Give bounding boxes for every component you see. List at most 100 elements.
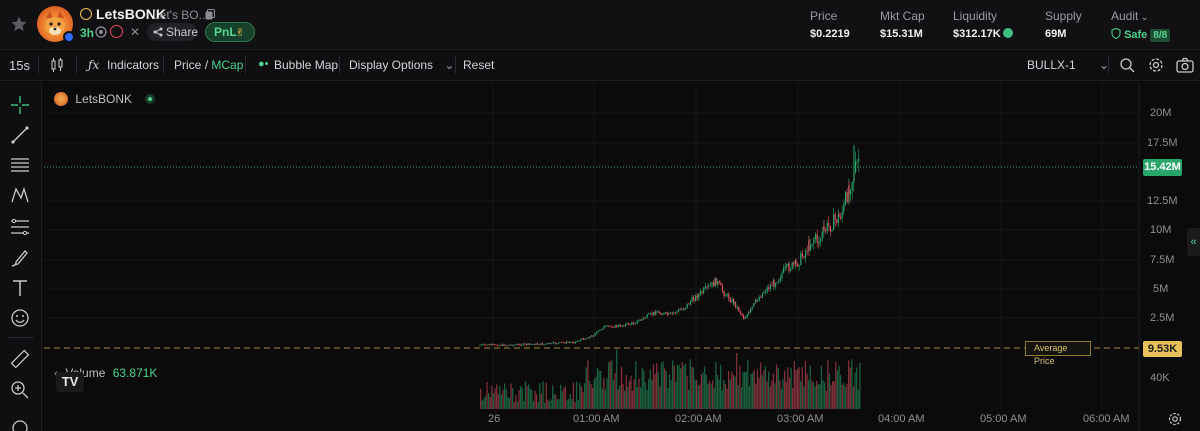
x-social-icon[interactable]: ✕ [130,25,141,39]
candle-body [810,244,812,251]
pattern-icon[interactable] [10,185,30,205]
display-options-button[interactable]: Display Options ⌄ [349,58,454,72]
bubble-map-button[interactable]: Bubble Map [274,58,339,72]
stat-audit[interactable]: Audit ⌄ Safe 8/8 [1111,9,1171,42]
horizontal-lines-icon[interactable] [10,155,30,175]
candle-body [773,280,775,287]
candle-body [858,158,860,161]
stat-liquidity-value: $312.17K [953,28,1001,40]
volume-bar [851,359,853,409]
candle-body [511,344,513,346]
candle-body [739,311,741,314]
candle-body [648,313,650,315]
chart-canvas[interactable] [44,83,1200,431]
collapse-panel-icon[interactable]: « [1187,228,1200,256]
volume-bar [598,370,600,409]
candle-body [703,288,705,289]
axis-settings-icon[interactable] [1168,412,1182,426]
target-icon[interactable] [95,26,107,38]
star-icon[interactable] [10,15,28,33]
trend-line-icon[interactable] [10,125,30,145]
zoom-in-icon[interactable] [10,380,30,400]
candle-body [554,342,556,344]
candle-body [505,345,507,346]
source-select[interactable]: BULLX-1 ⌄ [1027,58,1109,72]
volume-bar [731,371,733,409]
copy-icon[interactable] [205,9,215,20]
candle-body [718,281,720,283]
candle-body [533,344,535,346]
volume-bar [707,383,709,409]
price-mcap-toggle[interactable]: Price / MCap [174,58,243,72]
candle-body [609,326,611,328]
volume-bar [817,384,819,409]
ruler-icon[interactable] [10,349,30,369]
pump-icon[interactable] [110,25,123,38]
volume-bar [744,371,746,409]
volume-bar [800,381,802,409]
candle-body [632,322,634,324]
candle-body [754,299,756,304]
volume-bar [563,387,565,409]
volume-bar [640,387,642,409]
candle-body [579,339,581,341]
volume-bar [635,361,637,409]
camera-icon[interactable] [1176,57,1194,73]
reset-button[interactable]: Reset [463,58,495,72]
candle-body [713,282,715,287]
volume-bar [782,379,784,409]
volume-bar [550,399,552,409]
candle-body [529,343,531,345]
candle-body [567,341,569,343]
source-label: BULLX-1 [1027,58,1076,72]
toolbar-divider [339,56,340,74]
magnet-icon[interactable] [10,418,30,431]
text-icon[interactable] [10,278,30,298]
volume-bar [612,379,615,409]
candle-body [506,345,508,346]
volume-bar [760,362,762,409]
emoji-icon[interactable] [10,308,30,328]
candles-icon[interactable] [49,57,65,73]
volume-bar [593,379,595,409]
search-chart-icon[interactable] [1119,57,1135,73]
price-chart[interactable]: LetsBONK ‹ Volume 63.871K TV 20M 17.5M 1… [44,83,1200,431]
pnl-button[interactable]: PnL ✌ [205,22,255,42]
brush-icon[interactable] [10,248,30,268]
volume-bar [641,367,643,409]
candle-body [623,325,625,327]
volume-bar [724,383,727,409]
token-description: Let's BO... [153,8,209,22]
chevron-down-icon: ⌄ [1099,58,1110,72]
volume-bar [832,381,834,409]
average-price-label: Average Price [1025,341,1091,366]
interval-button[interactable]: 15s [9,58,30,73]
candle-body [621,325,623,327]
volume-bar [713,387,715,409]
fib-retracement-icon[interactable] [10,217,30,237]
candle-body [748,311,750,315]
liquidity-lock-icon [1002,28,1013,38]
candle-body [591,335,593,337]
volume-bar [492,393,495,409]
volume-bar [568,398,570,409]
share-button[interactable]: Share [147,23,198,41]
volume-bar [667,388,669,409]
candle-body [726,293,728,296]
volume-bar [809,365,811,409]
candle-body [674,312,676,314]
function-icon[interactable]: ƒx [88,58,100,72]
crosshair-icon[interactable] [10,95,30,115]
volume-bar [660,362,663,409]
volume-bar [542,381,544,409]
indicators-button[interactable]: Indicators [107,58,160,72]
candle-body [748,311,750,313]
candle-body [851,182,853,191]
volume-bar [755,383,757,409]
volume-bar [801,367,803,409]
candle-body [500,345,502,346]
candle-body [649,313,651,314]
gear-icon[interactable] [1148,57,1164,73]
candle-body [570,342,572,343]
volume-bar [528,384,530,409]
